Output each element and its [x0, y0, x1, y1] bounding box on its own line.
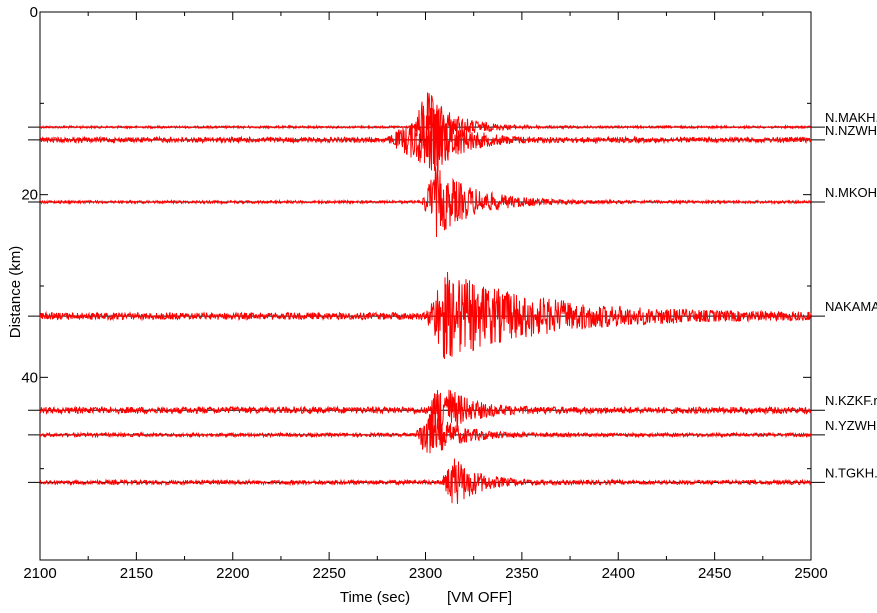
- x-tick-label: 2200: [216, 565, 249, 582]
- station-label: N.NZWH.: [825, 123, 877, 138]
- trace-waveform: [39, 414, 812, 454]
- tick-labels: 2100 2150 2200 2250 2300 2350 2400 2450 2500 0 20 4…: [21, 4, 827, 582]
- plot-frame: [39, 11, 812, 561]
- x-tick-label: 2100: [23, 565, 56, 582]
- traces: [28, 92, 825, 505]
- x-tick-label: 2450: [698, 565, 731, 582]
- station-label: N.MAKH.: [825, 110, 877, 125]
- x-tick-label: 2250: [312, 565, 345, 582]
- y-axis-label: Distance (km): [7, 246, 24, 339]
- station-label: N.TGKH.r: [825, 465, 877, 480]
- x-tick-label: 2350: [505, 565, 538, 582]
- station-label: N.YZWH.: [825, 418, 877, 433]
- axis-ticks: [39, 11, 812, 560]
- station-labels: N.MAKH.N.NZWH. N.MKOH. NAKAMA. N.KZKF.r N.YZ…: [825, 110, 877, 480]
- x-axis-label: Time (sec): [340, 589, 410, 606]
- y-tick-label: 0: [30, 4, 38, 21]
- x-tick-label: 2300: [409, 565, 442, 582]
- vm-mode-label: [VM OFF]: [447, 589, 512, 606]
- trace-waveform: [39, 92, 812, 157]
- trace-waveform: [39, 458, 812, 505]
- trace-waveform: [39, 107, 812, 173]
- trace-waveform: [39, 389, 812, 438]
- x-tick-label: 2400: [602, 565, 635, 582]
- station-label: N.KZKF.r: [825, 393, 877, 408]
- trace-waveform: [40, 166, 812, 238]
- x-tick-label: 2500: [794, 565, 827, 582]
- x-tick-label: 2150: [120, 565, 153, 582]
- station-label: N.MKOH.: [825, 185, 877, 200]
- y-tick-label: 40: [21, 369, 38, 386]
- station-label: NAKAMA.: [825, 299, 877, 314]
- y-tick-label: 20: [21, 187, 38, 204]
- trace-waveform: [39, 271, 812, 359]
